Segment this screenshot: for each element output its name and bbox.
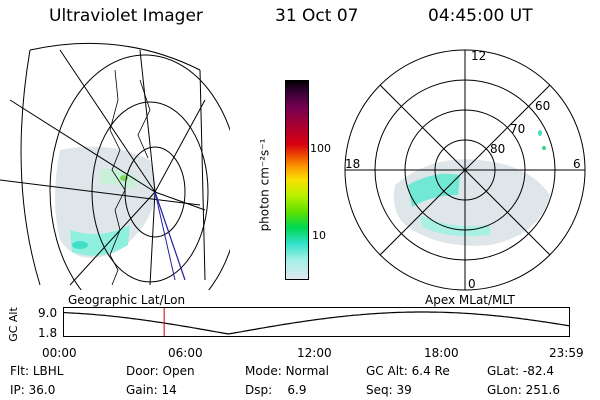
colorbar-tick-100: 100 <box>310 142 331 155</box>
info-door: Door: Open <box>126 364 195 378</box>
info-seq: Seq: 39 <box>366 383 412 397</box>
time-tick-0000: 00:00 <box>42 346 77 360</box>
colorbar <box>285 80 309 280</box>
altitude-curve <box>63 311 571 335</box>
geographic-label: Geographic Lat/Lon <box>68 293 186 307</box>
colorbar-tick-10: 10 <box>312 229 326 242</box>
polar-map: 12 18 6 0 60 70 80 <box>344 49 586 291</box>
mlt-label-18: 18 <box>345 157 360 171</box>
time-tick-1200: 12:00 <box>297 346 332 360</box>
mlt-label-12: 12 <box>471 49 486 63</box>
lat-label-60: 60 <box>535 99 550 113</box>
instrument-title: Ultraviolet Imager <box>49 6 203 26</box>
time-label: 04:45:00 UT <box>428 6 533 26</box>
sun-line <box>154 191 186 281</box>
time-tick-1800: 18:00 <box>424 346 459 360</box>
info-mode: Mode: Normal <box>245 364 329 378</box>
time-tick-0600: 06:00 <box>168 346 203 360</box>
coastline <box>109 69 126 286</box>
altitude-plot-frame <box>63 307 570 337</box>
altitude-ytick-min: 1.8 <box>38 326 58 340</box>
info-flt: Flt: LBHL <box>10 364 64 378</box>
date-label: 31 Oct 07 <box>275 6 359 26</box>
info-glat: GLat: -82.4 <box>487 364 554 378</box>
geo-grid <box>0 42 230 290</box>
mlt-label-0: 0 <box>468 277 476 291</box>
polar-grid <box>344 49 586 291</box>
apex-label: Apex MLat/MLT <box>425 293 515 307</box>
mlt-label-6: 6 <box>573 157 581 171</box>
info-gain: Gain: 14 <box>126 383 177 397</box>
altitude-ylabel: GC Alt <box>6 307 20 342</box>
lat-label-80: 80 <box>490 142 505 156</box>
aurora-emission-geo <box>55 146 156 258</box>
lat-label-70: 70 <box>510 122 525 136</box>
info-gc-alt: GC Alt: 6.4 Re <box>366 364 450 378</box>
info-glon: GLon: 251.6 <box>487 383 560 397</box>
colorbar-unit-label: photon cm⁻²s⁻¹ <box>257 138 272 232</box>
time-tick-2359: 23:59 <box>549 346 584 360</box>
altitude-plot <box>63 307 571 337</box>
aurora-emission-polar <box>393 130 550 246</box>
info-dsp: Dsp: 6.9 <box>245 383 307 397</box>
info-ip: IP: 36.0 <box>10 383 56 397</box>
altitude-ytick-max: 9.0 <box>38 306 58 320</box>
geographic-map <box>0 42 230 290</box>
